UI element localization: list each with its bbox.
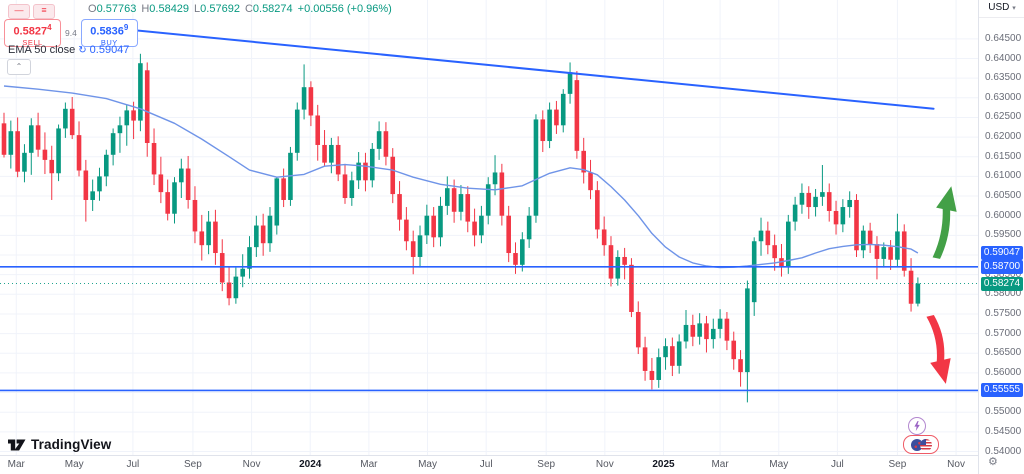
time-axis-year-label: 2024 bbox=[299, 459, 322, 470]
price-tick-label: 0.56000 bbox=[985, 366, 1022, 378]
gear-icon[interactable]: ⚙ bbox=[988, 456, 998, 468]
sell-button[interactable]: 0.58274 SELL bbox=[4, 19, 61, 47]
currency-label: USD bbox=[988, 2, 1010, 13]
indicator-name: EMA 50 close bbox=[8, 44, 76, 56]
open-label: O bbox=[88, 3, 97, 15]
price-scale[interactable]: USD ▾ ⚙ 0.64500 0.64000 0.63500 0.63000 0.62… bbox=[978, 0, 1024, 474]
close-value: 0.58274 bbox=[252, 3, 293, 15]
time-axis-month-label: May bbox=[64, 459, 84, 470]
price-tick-label: 0.61000 bbox=[985, 170, 1022, 182]
tradingview-logo[interactable]: TradingView bbox=[8, 437, 111, 452]
menu-icon[interactable]: ≡ bbox=[33, 4, 55, 19]
price-chart-canvas[interactable] bbox=[0, 0, 978, 455]
ohlc-legend: O0.57763 H0.58429 L0.57692 C0.58274 +0.00556… bbox=[88, 3, 392, 15]
sell-label: SELL bbox=[22, 37, 43, 47]
price-tick-label: 0.58000 bbox=[985, 288, 1022, 300]
collapse-legend-button[interactable]: ⌃ bbox=[7, 59, 31, 75]
price-tick-label: 0.63500 bbox=[985, 72, 1022, 84]
usd-flag-icon bbox=[919, 438, 932, 451]
price-label-chip: 0.58700 bbox=[981, 259, 1023, 274]
time-axis-month-label: Jul bbox=[126, 459, 140, 470]
price-label-chip: 0.55555 bbox=[981, 383, 1023, 398]
price-tick-label: 0.63000 bbox=[985, 91, 1022, 103]
buy-label: BUY bbox=[100, 37, 118, 47]
price-label-chip: 0.59047 bbox=[981, 246, 1023, 261]
price-label-chip: 0.58274 bbox=[981, 276, 1023, 291]
time-axis-month-label: Sep bbox=[184, 459, 202, 470]
low-label: L bbox=[194, 3, 201, 15]
currency-pair-flags-icon[interactable] bbox=[903, 435, 939, 454]
price-tick-label: 0.61500 bbox=[985, 150, 1022, 162]
time-axis-month-label: Sep bbox=[537, 459, 556, 470]
time-axis-month-label: Jul bbox=[479, 459, 493, 470]
time-axis-month-label: Mar bbox=[360, 459, 378, 470]
price-tick-label: 0.64000 bbox=[985, 52, 1022, 64]
price-tick-label: 0.58500 bbox=[985, 268, 1022, 280]
change-value: +0.00556 (+0.96%) bbox=[297, 3, 392, 15]
buy-price-sup: 9 bbox=[123, 23, 129, 32]
order-panel: 0.58274 SELL 9.4 0.58369 BUY bbox=[4, 19, 138, 47]
time-axis-month-label: Sep bbox=[888, 459, 907, 470]
tradingview-logo-icon bbox=[8, 439, 26, 450]
price-tick-label: 0.64500 bbox=[985, 32, 1022, 44]
low-value: 0.57692 bbox=[200, 3, 240, 15]
time-axis-month-label: May bbox=[418, 459, 437, 470]
price-tick-label: 0.56500 bbox=[985, 347, 1022, 359]
price-tick-label: 0.60000 bbox=[985, 209, 1022, 221]
tradingview-logo-text: TradingView bbox=[31, 437, 112, 452]
buy-price: 0.5836 bbox=[90, 25, 124, 38]
price-tick-label: 0.54500 bbox=[985, 425, 1022, 437]
open-value: 0.57763 bbox=[96, 3, 137, 15]
buy-button[interactable]: 0.58369 BUY bbox=[80, 19, 138, 47]
price-tick-label: 0.60500 bbox=[985, 190, 1022, 202]
time-axis-month-label: Nov bbox=[595, 459, 614, 470]
high-value: 0.58429 bbox=[149, 3, 190, 15]
refresh-icon: ↻ bbox=[78, 45, 87, 56]
close-label: C bbox=[244, 3, 253, 15]
indicator-value: 0.59047 bbox=[89, 44, 130, 56]
time-axis-month-label: Mar bbox=[711, 459, 729, 470]
time-axis-month-label: Nov bbox=[947, 459, 965, 470]
minus-icon[interactable]: — bbox=[8, 4, 30, 19]
time-axis-month-label: Jul bbox=[830, 459, 844, 470]
symbol-toolbar: — ≡ bbox=[8, 4, 55, 19]
sell-price: 0.5827 bbox=[13, 25, 48, 38]
price-tick-label: 0.57000 bbox=[985, 327, 1022, 339]
time-axis-year-label: 2025 bbox=[652, 459, 675, 470]
time-axis[interactable]: Mar May Jul Sep Nov 2024 Mar May Jul Sep Nov 2025 Ma… bbox=[0, 455, 978, 474]
time-axis-month-label: Mar bbox=[7, 459, 25, 470]
chevron-down-icon: ▾ bbox=[1012, 5, 1016, 12]
price-tick-label: 0.57500 bbox=[985, 307, 1022, 319]
price-tick-label: 0.59500 bbox=[985, 229, 1022, 241]
high-label: H bbox=[141, 3, 150, 15]
time-axis-month-label: May bbox=[769, 459, 789, 470]
time-axis-month-label: Nov bbox=[242, 459, 261, 470]
currency-dropdown[interactable]: USD ▾ bbox=[979, 0, 1024, 18]
spread-value: 9.4 bbox=[65, 28, 77, 38]
indicator-legend[interactable]: EMA 50 close ↻ 0.59047 bbox=[8, 44, 129, 56]
price-tick-label: 0.54000 bbox=[985, 445, 1022, 457]
lightning-icon[interactable] bbox=[908, 417, 926, 435]
price-tick-label: 0.62500 bbox=[985, 111, 1022, 123]
price-tick-label: 0.55000 bbox=[985, 406, 1022, 418]
sell-price-sup: 4 bbox=[47, 23, 52, 32]
price-tick-label: 0.62000 bbox=[985, 131, 1022, 143]
